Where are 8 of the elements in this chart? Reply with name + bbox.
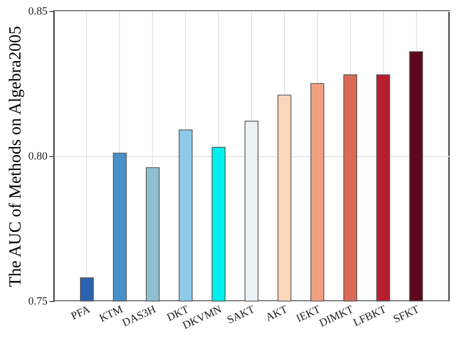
x-tick-label: SAKT bbox=[225, 303, 257, 327]
x-tick-label: SFKT bbox=[392, 303, 422, 326]
y-tick-label: 0.75 bbox=[28, 296, 48, 308]
x-tick-label: PFA bbox=[69, 303, 92, 323]
y-tick-label: 0.80 bbox=[28, 150, 48, 162]
y-tick-label: 0.85 bbox=[28, 6, 48, 18]
y-axis-title: The AUC of Methods on Algebra2005 bbox=[5, 26, 24, 288]
x-tick-label: AKT bbox=[264, 303, 290, 324]
